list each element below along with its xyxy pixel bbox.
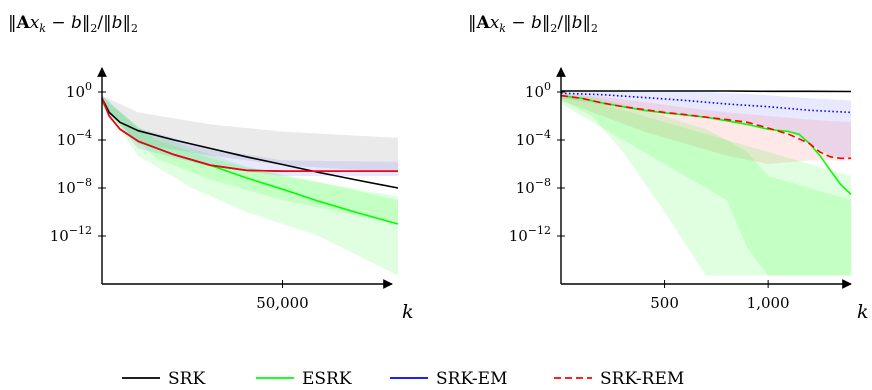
legend-label: SRK-EM bbox=[436, 369, 507, 389]
confidence-band bbox=[102, 95, 398, 173]
confidence-bands bbox=[561, 89, 851, 276]
confidence-band bbox=[102, 95, 398, 276]
y-tick-label: 10−12 bbox=[50, 224, 92, 245]
legend-item-srk-rem: SRK-REM bbox=[554, 369, 684, 389]
confidence-band bbox=[102, 98, 398, 224]
legend-label: SRK-REM bbox=[600, 369, 684, 389]
y-ticks: 100 10−4 10−8 10−12 bbox=[50, 80, 106, 245]
confidence-band bbox=[561, 93, 851, 164]
y-axis-label: ‖Axk − b‖2/‖b‖2 bbox=[468, 13, 598, 35]
x-tick-label: 1,000 bbox=[747, 294, 790, 312]
legend-item-srk-em: SRK-EM bbox=[390, 369, 507, 389]
series-line-srk-rem bbox=[560, 94, 851, 160]
y-tick-label: 10−4 bbox=[516, 128, 551, 149]
y-tick-label: 10−8 bbox=[57, 176, 92, 197]
confidence-band bbox=[561, 93, 851, 276]
legend-label: ESRK bbox=[302, 369, 352, 389]
right-chart: ‖Axk − b‖2/‖b‖2 100 10−4 10−8 10−12 500 1,00… bbox=[468, 13, 869, 323]
x-ticks: 50,000 bbox=[256, 280, 309, 312]
legend: SRK ESRK SRK-EM SRK-REM bbox=[122, 369, 684, 389]
y-ticks: 100 10−4 10−8 10−12 bbox=[509, 80, 565, 245]
legend-label: SRK bbox=[168, 369, 205, 389]
series-lines bbox=[560, 90, 852, 195]
x-tick-label: 50,000 bbox=[256, 294, 309, 312]
confidence-band bbox=[561, 95, 851, 276]
x-axis-label: k bbox=[857, 301, 869, 323]
x-ticks: 500 1,000 bbox=[650, 280, 790, 312]
series-line-srk bbox=[561, 90, 852, 93]
series-line-srk-rem bbox=[101, 97, 398, 172]
confidence-bands bbox=[102, 95, 398, 276]
confidence-band bbox=[561, 89, 851, 159]
y-tick-label: 100 bbox=[525, 80, 551, 101]
series-lines bbox=[101, 97, 399, 225]
y-tick-label: 10−12 bbox=[509, 224, 551, 245]
y-axis-label: ‖Axk − b‖2/‖b‖2 bbox=[8, 13, 138, 35]
x-axis-label: k bbox=[402, 301, 414, 323]
y-tick-label: 10−4 bbox=[57, 128, 92, 149]
y-tick-label: 100 bbox=[66, 80, 92, 101]
x-tick-label: 500 bbox=[650, 294, 679, 312]
y-tick-label: 10−8 bbox=[516, 176, 551, 197]
legend-item-esrk: ESRK bbox=[256, 369, 352, 389]
series-line-srk-em bbox=[560, 92, 852, 114]
series-line-srk bbox=[101, 97, 399, 189]
legend-item-srk: SRK bbox=[122, 369, 205, 389]
